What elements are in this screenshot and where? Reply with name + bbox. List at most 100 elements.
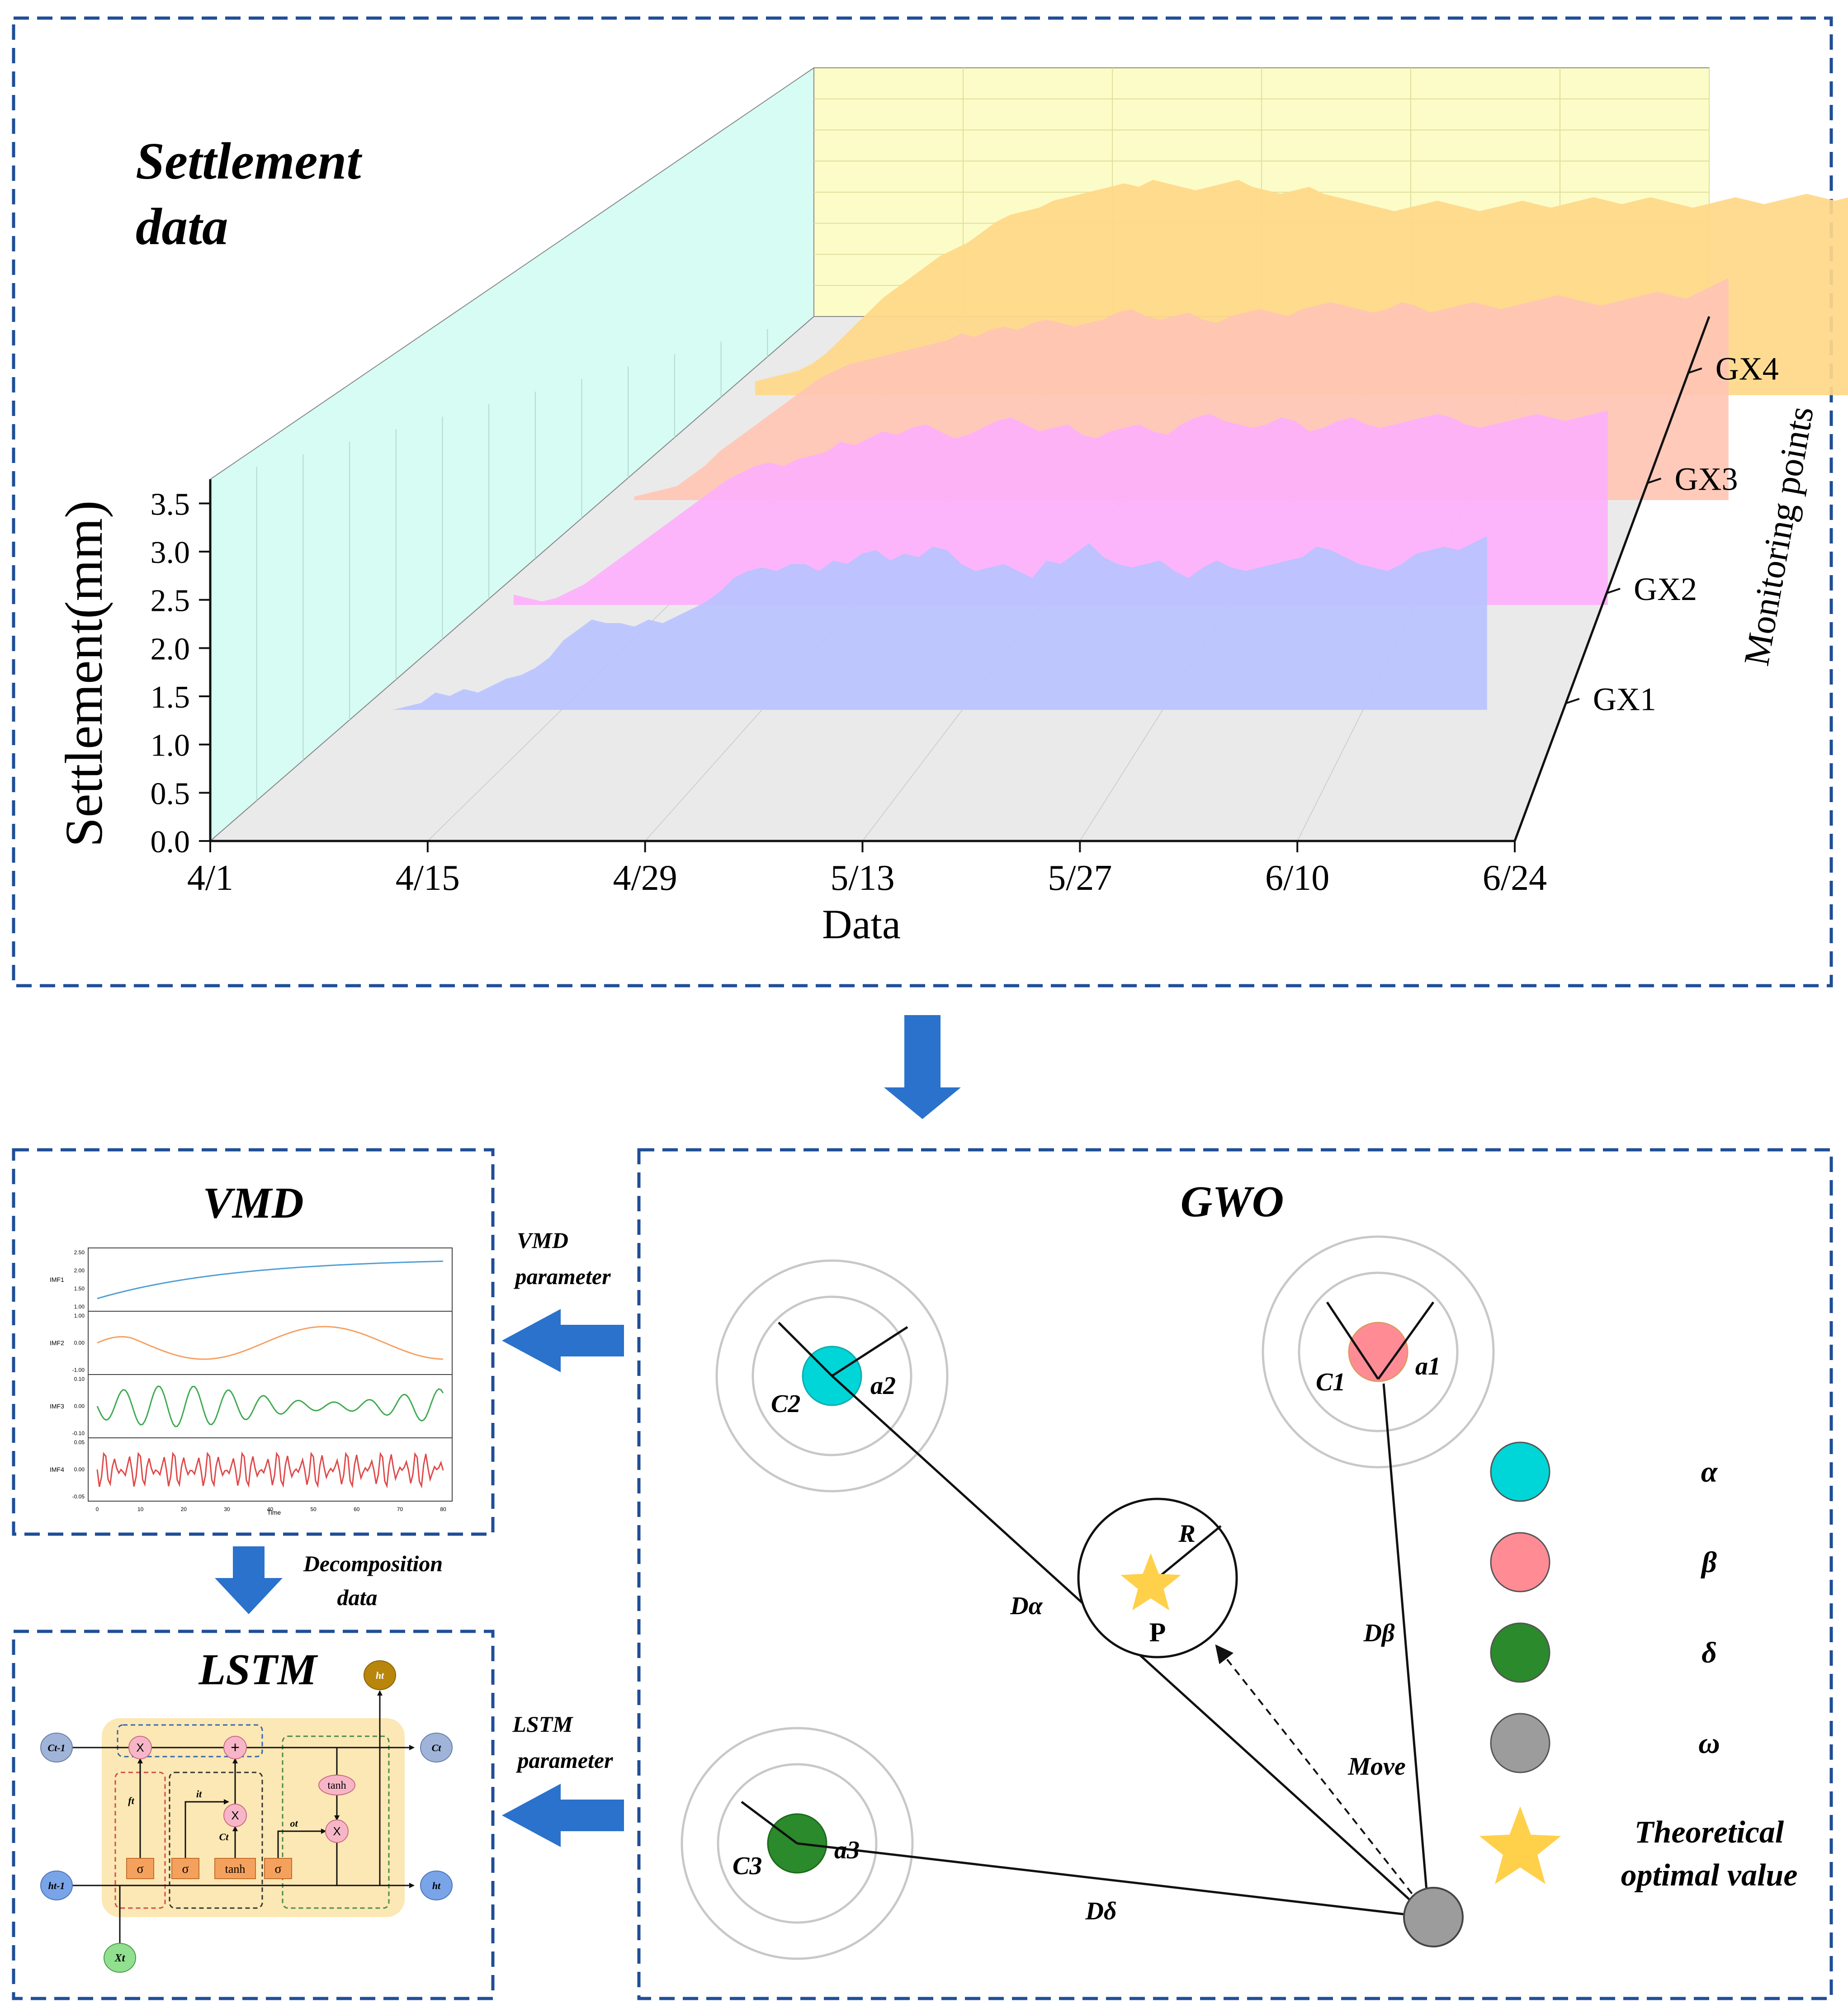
vmd-parameter-label-2: parameter bbox=[513, 1264, 611, 1289]
y-ticks: 0.0 0.5 1.0 1.5 2.0 2.5 3.0 3.5 bbox=[151, 487, 210, 860]
d-beta-label: Dβ bbox=[1363, 1619, 1394, 1647]
legend-star-label-2: optimal value bbox=[1621, 1858, 1798, 1893]
delta-radius-1 bbox=[741, 1800, 798, 1845]
imf-subplot-frame bbox=[88, 1374, 453, 1438]
x-axis-label: Data bbox=[822, 901, 901, 947]
move-arrow bbox=[1215, 1644, 1421, 1904]
depth-tick-label-gx3: GX3 bbox=[1674, 461, 1738, 497]
a2-label: a2 bbox=[870, 1372, 896, 1400]
move-label: Move bbox=[1347, 1753, 1406, 1781]
y-tick-label: 0.0 bbox=[151, 825, 190, 860]
vmd-x-tick-label: 40 bbox=[267, 1506, 274, 1512]
prey-label: P bbox=[1149, 1617, 1166, 1647]
prey-radius bbox=[1157, 1525, 1222, 1579]
imf-curve-imf2 bbox=[97, 1326, 444, 1360]
label-c: Ct bbox=[219, 1831, 229, 1843]
forget-mult-op bbox=[128, 1736, 152, 1759]
gwo-module-border bbox=[637, 1148, 1833, 2000]
vmd-x-tick-label: 60 bbox=[354, 1506, 360, 1512]
decomposition-arrow bbox=[215, 1546, 283, 1614]
h-out-label: ht bbox=[376, 1670, 384, 1681]
lstm-parameter-label-1: LSTM bbox=[512, 1711, 573, 1737]
sigma-gate-i bbox=[171, 1858, 199, 1879]
input-mult-op bbox=[223, 1804, 247, 1827]
gwo-legend: α β δ ω Theoretical optimal value bbox=[1479, 1441, 1798, 1893]
x-tick-label: 5/27 bbox=[1048, 858, 1112, 898]
imf-tick-label: 2.50 bbox=[74, 1249, 85, 1256]
series-areas bbox=[392, 180, 1848, 710]
settlement-chart: 0.0 0.5 1.0 1.5 2.0 2.5 3.0 3.5 4/1 4/15 4/29 5/13… bbox=[54, 67, 1848, 947]
h-prev-label: ht-1 bbox=[48, 1880, 65, 1891]
delta-outer-ring bbox=[681, 1727, 914, 1960]
tanh-gate-label: tanh bbox=[225, 1862, 246, 1876]
beta-inner-ring bbox=[1298, 1271, 1459, 1432]
sigma-gate-f-label: σ bbox=[137, 1862, 143, 1876]
y-tick-label: 2.5 bbox=[151, 584, 190, 619]
depth-tick bbox=[1606, 588, 1621, 594]
gwo-title: GWO bbox=[1181, 1177, 1284, 1226]
imf-subplot-frame bbox=[88, 1437, 453, 1502]
legend-label-1: β bbox=[1700, 1546, 1717, 1579]
beta-outer-ring bbox=[1262, 1235, 1495, 1469]
c-next-label: Ct bbox=[432, 1742, 442, 1753]
vmd-x-tick-label: 20 bbox=[181, 1506, 187, 1512]
h-out-node bbox=[364, 1660, 396, 1690]
legend-label-0: α bbox=[1701, 1455, 1718, 1488]
alpha-radius-1 bbox=[778, 1322, 833, 1377]
c1-label: C1 bbox=[1316, 1368, 1345, 1396]
forget-mult-symbol: X bbox=[136, 1741, 144, 1754]
legend-swatch-3 bbox=[1490, 1713, 1550, 1773]
vmd-time-label: Time bbox=[267, 1509, 281, 1516]
vmd-x-tick-label: 30 bbox=[224, 1506, 230, 1512]
lstm-title: LSTM bbox=[198, 1645, 318, 1694]
imf-tick-label: -1.00 bbox=[72, 1367, 85, 1373]
vmd-module-border bbox=[12, 1148, 495, 1536]
vmd-plots: IMF1 2.50 2.00 1.50 1.00 IMF2 1.00 0.00 -1.00 IMF… bbox=[50, 1247, 453, 1512]
legend-swatch-0 bbox=[1490, 1441, 1550, 1502]
decomposition-label-2: data bbox=[337, 1585, 378, 1610]
h-next-node bbox=[420, 1871, 453, 1900]
x-tick-label: 4/15 bbox=[396, 858, 460, 898]
tanh-gate bbox=[214, 1858, 256, 1879]
imf-tick-label: -0.10 bbox=[72, 1430, 85, 1436]
gate-i-line bbox=[184, 1799, 229, 1858]
flow-arrow-down-main bbox=[884, 1015, 961, 1119]
imf-label-imf3: IMF3 bbox=[50, 1403, 64, 1410]
x-ticks: 4/1 4/15 4/29 5/13 5/27 6/10 6/24 bbox=[187, 841, 1547, 898]
imf-tick-label: 0.05 bbox=[74, 1439, 85, 1446]
legend-swatch-2 bbox=[1490, 1622, 1550, 1683]
tanh-op bbox=[318, 1775, 355, 1795]
tanh-op-label: tanh bbox=[327, 1780, 346, 1791]
x-tick-label: 6/24 bbox=[1483, 858, 1547, 898]
vmd-x-tick-label: 0 bbox=[96, 1506, 99, 1512]
depth-tick-label-gx2: GX2 bbox=[1634, 571, 1697, 607]
sigma-gate-o-label: σ bbox=[274, 1862, 281, 1876]
vmd-title: VMD bbox=[203, 1179, 303, 1228]
depth-axis-line bbox=[1513, 316, 1711, 841]
lstm-module-border bbox=[12, 1630, 495, 2000]
vmd-parameter-arrow bbox=[502, 1309, 624, 1372]
x-tick-label: 4/1 bbox=[187, 858, 233, 898]
d-beta-line bbox=[1382, 1383, 1430, 1918]
alpha-outer-ring bbox=[715, 1259, 949, 1493]
sigma-gate-f bbox=[126, 1858, 154, 1879]
gwo-module: GWO P R C2 a2 C1 a1 bbox=[681, 1177, 1798, 1960]
plus-symbol: + bbox=[231, 1739, 240, 1756]
imf-tick-label: -0.05 bbox=[72, 1493, 85, 1500]
label-f: ft bbox=[128, 1795, 134, 1806]
imf-tick-label: 1.00 bbox=[74, 1304, 85, 1310]
lstm-parameter-arrow bbox=[502, 1784, 624, 1847]
x-in-label: Xt bbox=[114, 1952, 126, 1964]
imf-tick-label: 1.00 bbox=[74, 1313, 85, 1319]
delta-inner-ring bbox=[717, 1763, 878, 1924]
depth-axis-label: Monitoring points bbox=[1737, 403, 1821, 669]
y-tick-label: 2.0 bbox=[151, 632, 190, 666]
legend-star-label-1: Theoretical bbox=[1635, 1815, 1784, 1850]
label-i: it bbox=[196, 1788, 202, 1800]
vmd-x-tick-label: 80 bbox=[440, 1506, 446, 1512]
depth-tick bbox=[1647, 477, 1662, 484]
imf-tick-label: 0.10 bbox=[74, 1376, 85, 1382]
a3-label: a3 bbox=[834, 1836, 860, 1864]
y-tick-label: 0.5 bbox=[151, 776, 190, 811]
